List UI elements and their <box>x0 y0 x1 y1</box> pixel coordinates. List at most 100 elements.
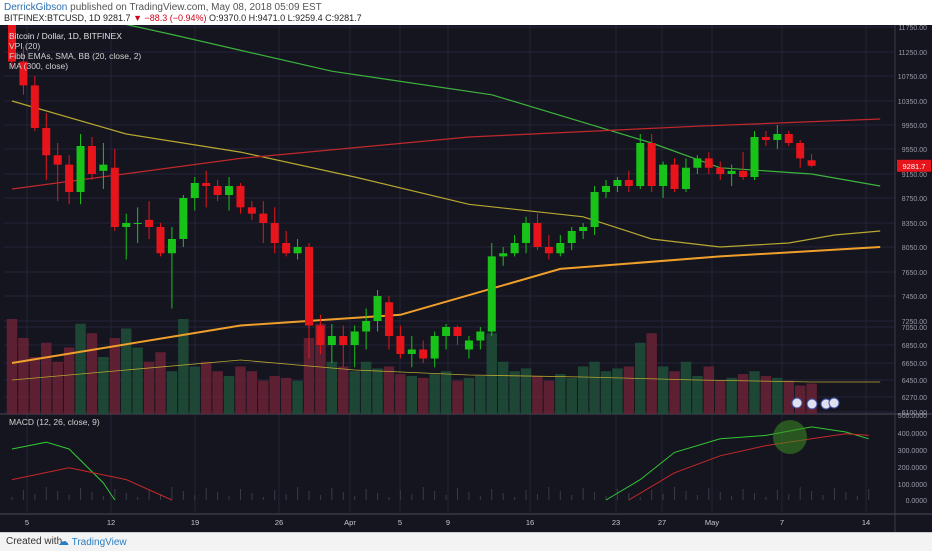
candle-body <box>213 186 222 195</box>
volume-bars <box>6 319 817 414</box>
y-tick-label: 6270.00 <box>902 395 927 402</box>
macd-tick-label: 100.0000 <box>898 482 927 489</box>
candle-body <box>556 243 565 254</box>
publish-header: DerrickGibson published on TradingView.c… <box>0 0 932 25</box>
volume-bar <box>269 376 280 414</box>
author-link[interactable]: DerrickGibson <box>4 2 68 13</box>
candle-body <box>419 349 428 359</box>
candle-body <box>65 164 74 192</box>
x-tick-label: 26 <box>275 518 283 527</box>
y-tick-label: 7450.00 <box>902 294 927 301</box>
candle-body <box>499 253 508 257</box>
candle-body <box>362 321 371 332</box>
volume-bar <box>223 376 235 414</box>
candle-body <box>327 336 336 345</box>
symbol-info: BITFINEX:BTCUSD, 1D 9281.7 ▼ −88.3 (−0.9… <box>4 13 362 23</box>
y-tick-label: 10350.00 <box>898 99 927 106</box>
candle-body <box>384 302 393 336</box>
volume-bar <box>749 371 760 414</box>
price-change: ▼ −88.3 (−0.94%) <box>133 13 207 23</box>
candle-body <box>602 186 610 192</box>
sma-yellow-line <box>11 100 881 248</box>
y-tick-label: 11750.00 <box>898 25 927 32</box>
created-with-text: Created with <box>6 536 63 547</box>
candle-body <box>807 160 816 166</box>
candle-body <box>247 207 256 214</box>
volume-bar <box>29 357 41 414</box>
candle-body <box>282 243 291 254</box>
x-tick-label: 5 <box>398 518 402 527</box>
volume-bar <box>555 374 566 414</box>
y-tick-label: 8350.00 <box>902 221 927 228</box>
cloud-icon: ☁ <box>58 536 69 548</box>
candle-body <box>659 164 668 186</box>
candle-body <box>773 134 782 140</box>
last-price-marker <box>897 159 931 172</box>
volume-bar <box>497 361 509 414</box>
candle-body <box>339 336 348 345</box>
volume-bar <box>372 368 383 414</box>
volume-bar <box>315 323 326 414</box>
x-tick-label: 12 <box>107 518 115 527</box>
volume-bar <box>155 352 166 414</box>
y-tick-label: 11250.00 <box>898 50 927 57</box>
volume-bar <box>715 380 726 414</box>
volume-bar <box>338 366 349 414</box>
x-tick-label: 14 <box>862 518 870 527</box>
candle-body <box>19 61 28 86</box>
volume-bar <box>680 361 692 414</box>
price-chart[interactable]: 500.0000 400.0000 300.0000 200.0000 100.0000… <box>0 25 932 532</box>
volume-bar <box>395 374 406 414</box>
candle-body <box>76 146 85 192</box>
volume-bar <box>600 371 612 414</box>
candle-body <box>693 158 702 168</box>
volume-bar <box>303 338 315 414</box>
candle-body <box>225 186 234 195</box>
y-tick-label: 6100.00 <box>902 410 927 417</box>
candle-body <box>30 85 39 128</box>
volume-bar <box>452 380 463 414</box>
event-marker <box>806 398 818 410</box>
volume-bar <box>75 323 86 414</box>
y-tick-label: 8750.00 <box>902 196 927 203</box>
tradingview-brand: TradingView <box>71 537 127 548</box>
volume-bar <box>41 342 52 414</box>
candle-body <box>750 137 759 177</box>
volume-bar <box>737 374 749 414</box>
candle-body <box>167 239 176 254</box>
candle-body <box>179 198 188 239</box>
volume-bar <box>132 347 143 414</box>
y-tick-label: 9150.00 <box>902 172 927 179</box>
y-tick-label: 8050.00 <box>902 245 927 252</box>
candle-body <box>350 331 359 345</box>
candle-body <box>236 186 245 208</box>
y-tick-label: 9950.00 <box>902 123 927 130</box>
candle-body <box>407 349 416 354</box>
candle-body <box>681 167 690 189</box>
candle-body <box>761 137 770 140</box>
published-text: published on TradingView.com, May 08, 20… <box>70 2 322 13</box>
volume-bar <box>623 366 635 414</box>
y-tick-label: 6650.00 <box>902 361 927 368</box>
candle-body <box>145 219 154 227</box>
candle-body <box>156 227 165 254</box>
volume-bar <box>577 366 589 414</box>
x-tick-label: 23 <box>612 518 620 527</box>
legend-fibb: Fibb EMAs, SMA, BB (20, close, 2) <box>9 51 141 61</box>
chart-title: Bitcoin / Dollar, 1D, BITFINEX <box>9 31 122 41</box>
volume-bar <box>86 333 98 414</box>
event-marker <box>791 397 803 409</box>
macd-pane: 500.0000 400.0000 300.0000 200.0000 100.0000… <box>11 413 927 505</box>
candle-body <box>53 155 62 165</box>
tradingview-logo[interactable]: ☁ TradingView <box>58 535 127 548</box>
volume-bar <box>566 377 577 414</box>
volume-bar <box>109 338 121 414</box>
volume-bar <box>383 366 395 414</box>
volume-bar <box>463 377 475 414</box>
x-tick-label: May <box>705 518 719 527</box>
ohlc-values: O:9370.0 H:9471.0 L:9259.4 C:9281.7 <box>209 13 362 23</box>
volume-ma-line <box>11 359 881 383</box>
volume-bar <box>6 319 18 414</box>
volume-bar <box>246 371 258 414</box>
volume-bar <box>121 328 132 414</box>
